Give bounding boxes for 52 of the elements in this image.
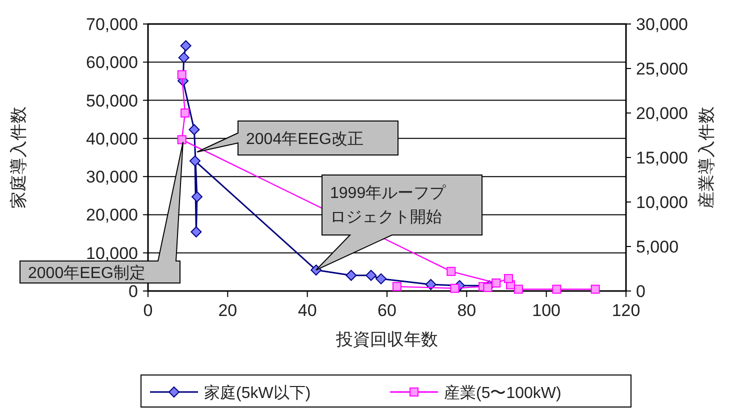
x-tick-label: 40: [298, 301, 317, 320]
point: [177, 70, 186, 80]
point: [425, 279, 436, 290]
y-tick-label: 70,000: [86, 15, 138, 34]
y-tick-label: 50,000: [86, 91, 138, 110]
y-tick-label: 10,000: [86, 244, 138, 263]
point: [366, 270, 377, 281]
y-tick-label: 0: [128, 282, 138, 301]
x-tick-label: 0: [143, 301, 153, 320]
x-tick-label: 80: [457, 301, 476, 320]
y-tick-label: 20,000: [86, 206, 138, 225]
annotation: 2004年EEG改正: [246, 131, 364, 148]
y-tick-label: 30,000: [86, 168, 138, 187]
point: [190, 226, 202, 238]
point: [177, 135, 186, 144]
y2-tick-label: 5,000: [636, 238, 679, 256]
annotation: 1999年ルーフプロジェクト開始: [330, 184, 447, 226]
legend-label: 家庭(5kW以下): [204, 384, 311, 402]
y2-tick-label: 25,000: [636, 60, 688, 78]
y-axis-title: 家庭導入件数: [9, 106, 28, 208]
y2-tick-label: 0: [636, 282, 646, 301]
legend-label: 産業(5〜100kW): [444, 384, 562, 402]
y-tick-label: 40,000: [86, 129, 138, 148]
point: [190, 155, 201, 166]
y2-tick-label: 20,000: [636, 104, 688, 123]
point: [180, 40, 192, 52]
point: [446, 266, 456, 276]
point: [392, 282, 402, 292]
point: [180, 108, 190, 118]
x-tick-label: 60: [378, 301, 396, 320]
y-tick-label: 60,000: [86, 53, 138, 72]
y2-axis-title: 産業導入件数: [697, 106, 716, 208]
point: [492, 278, 501, 288]
x-tick-label: 20: [218, 301, 238, 320]
y2-tick-label: 30,000: [636, 15, 688, 34]
y2-tick-label: 15,000: [636, 148, 688, 168]
x-tick-label: 120: [612, 301, 640, 320]
point: [483, 282, 492, 292]
point: [504, 274, 513, 284]
x-tick-label: 100: [532, 301, 561, 320]
y2-tick-label: 10,000: [636, 193, 688, 212]
point: [191, 191, 202, 202]
point: [178, 52, 190, 64]
x-axis-title: 投資回収年数: [335, 330, 438, 349]
point: [590, 284, 600, 294]
point: [346, 270, 357, 281]
text: 2000年EEG制定: [28, 264, 146, 282]
point: [188, 124, 200, 136]
point: [552, 284, 562, 294]
point: [450, 284, 460, 293]
point: [514, 284, 523, 294]
point: [376, 273, 387, 284]
